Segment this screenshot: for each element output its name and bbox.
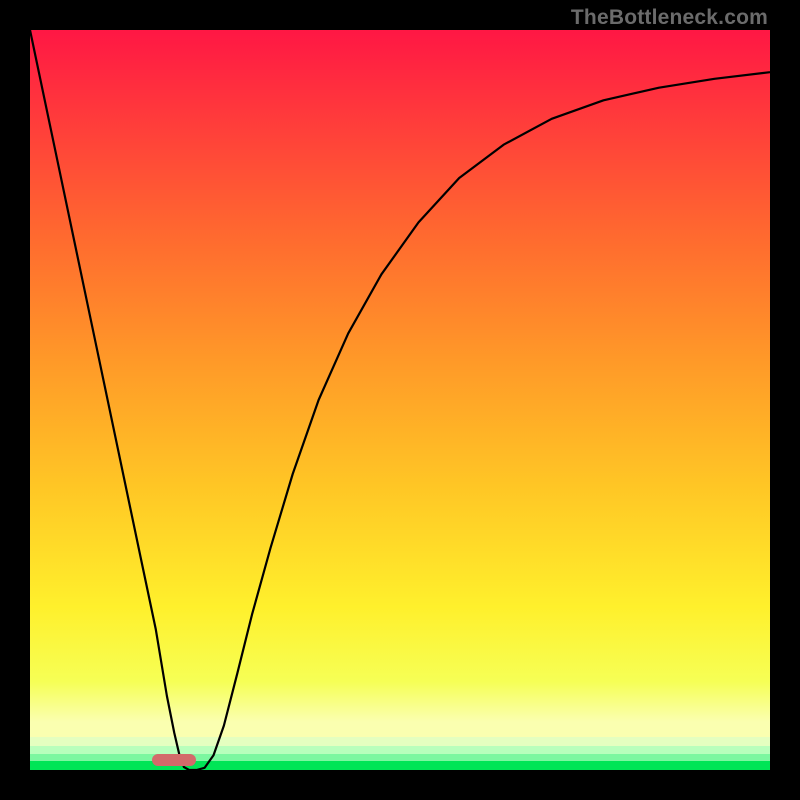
watermark-text: TheBottleneck.com bbox=[571, 6, 768, 30]
chart-frame: TheBottleneck.com bbox=[0, 0, 800, 800]
bottleneck-curve bbox=[30, 30, 770, 770]
chart-curve-svg bbox=[30, 30, 770, 770]
bottleneck-marker bbox=[152, 754, 196, 766]
plot-area bbox=[30, 30, 770, 770]
